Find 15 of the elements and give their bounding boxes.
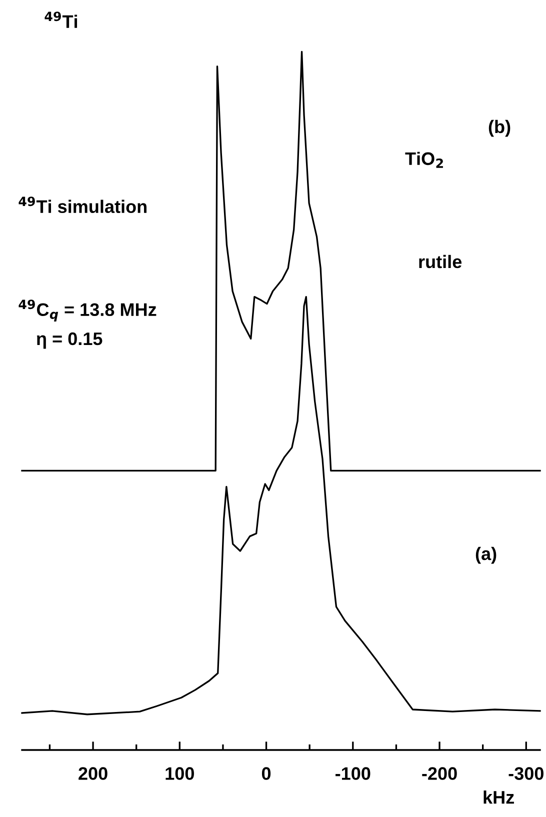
annotation: TiO$_{2}$ [405,152,443,168]
annotation: η = 0.15 [36,332,102,349]
annotation: rutile [419,254,462,268]
x-tick-label: 100 [166,767,194,780]
x-tick-label: -100 [336,767,370,780]
x-tick-label: -300 [508,767,544,780]
annotation: (b) [488,120,510,137]
annotation: (a) [476,546,496,564]
x-axis-title: kHz [484,790,514,804]
x-tick-label: 0 [262,767,271,780]
text: $^{49}$Ti [44,12,78,28]
x-tick-label: -200 [422,767,457,780]
annotation: $^{49}$Ti simulation [18,196,146,214]
annotation: $^{49}$C$_{q}$ = 13.8 MHz [18,300,156,322]
x-tick-label: 200 [78,767,108,780]
